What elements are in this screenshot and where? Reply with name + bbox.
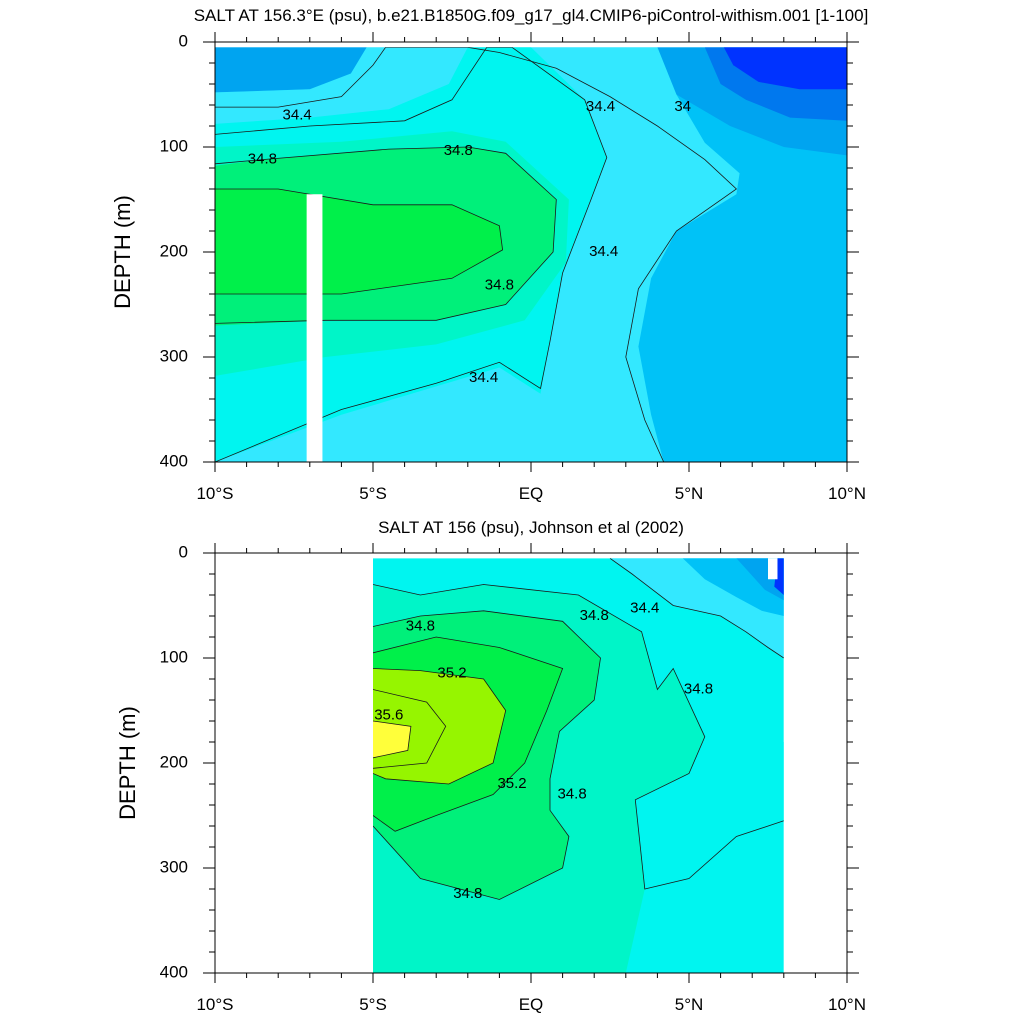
panel-title: SALT AT 156.3°E (psu), b.e21.B1850G.f09_…	[194, 6, 869, 25]
salinity-region	[215, 47, 367, 93]
y-axis-title: DEPTH (m)	[110, 195, 135, 309]
contour-label: 34.4	[469, 369, 498, 386]
contour-line	[373, 689, 447, 769]
contour-line	[215, 146, 557, 324]
y-tick-label: 200	[160, 241, 188, 260]
panel-title: SALT AT 156 (psu), Johnson et al (2002)	[378, 518, 684, 537]
y-tick-label: 100	[160, 136, 188, 155]
contour-line	[215, 47, 608, 462]
contour-label: 34	[674, 98, 691, 115]
contour-label: 34.8	[580, 607, 609, 624]
contour-label: 34.4	[630, 600, 659, 617]
y-tick-label: 300	[160, 857, 188, 876]
x-tick-label: 10°N	[828, 995, 866, 1014]
contour-label: 34.8	[557, 785, 586, 802]
y-tick-label: 300	[160, 346, 188, 365]
contour-line	[215, 47, 738, 462]
contour-label: 35.2	[437, 665, 466, 682]
contour-label: 34.8	[406, 617, 435, 634]
plot-area: 34.4 34.8 34.8 34.8 34.4 34.4 34 34.4 10°S 5°S EQ 5…	[160, 31, 866, 503]
contour-line	[373, 584, 784, 890]
contour-label: 35.2	[497, 775, 526, 792]
y-tick-label: 100	[160, 647, 188, 666]
panel-model: SALT AT 156.3°E (psu), b.e21.B1850G.f09_…	[110, 6, 868, 503]
y-tick-label: 0	[179, 31, 188, 50]
y-tick-label: 400	[160, 962, 188, 981]
plot-area: 34.8 35.2 35.6 35.2 34.8 34.4 34.8 34.8 34.8 10°S…	[160, 542, 866, 1014]
contour-label: 34.4	[586, 98, 615, 115]
y-axis-title: DEPTH (m)	[115, 706, 140, 820]
x-tick-label: 5°N	[675, 484, 704, 503]
contour-label: 34.8	[444, 142, 473, 159]
salinity-region	[736, 558, 784, 601]
y-tick-label: 400	[160, 451, 188, 470]
salinity-region	[723, 47, 847, 90]
salinity-field	[373, 558, 784, 973]
y-tick-label: 200	[160, 752, 188, 771]
contour-label: 34.4	[589, 243, 618, 260]
contour-label: 34.4	[283, 106, 312, 123]
missing-data-band	[768, 558, 778, 580]
contour-line	[373, 610, 601, 900]
x-tick-label: 10°S	[196, 484, 233, 503]
salinity-region	[215, 192, 288, 279]
contour-label: 34.8	[684, 680, 713, 697]
x-tick-label: 5°S	[359, 484, 387, 503]
x-tick-label: 5°S	[359, 995, 387, 1014]
salinity-region	[215, 189, 503, 294]
y-tick-label: 0	[179, 542, 188, 561]
x-tick-label: EQ	[519, 484, 544, 503]
panel-observations: SALT AT 156 (psu), Johnson et al (2002) …	[115, 518, 866, 1014]
x-tick-label: 10°S	[196, 995, 233, 1014]
x-tick-label: 5°N	[675, 995, 704, 1014]
missing-data-band	[306, 194, 323, 462]
contour-line	[373, 720, 412, 759]
x-tick-label: EQ	[519, 995, 544, 1014]
contour-line	[373, 636, 564, 832]
salinity-region	[635, 736, 784, 889]
contour-label: 34.8	[248, 151, 277, 168]
contour-line	[373, 668, 507, 785]
contour-label: 34.8	[453, 885, 482, 902]
contour-label: 35.6	[374, 707, 403, 724]
contour-line	[609, 558, 784, 659]
x-tick-label: 10°N	[828, 484, 866, 503]
contour-label: 34.8	[485, 277, 514, 294]
salinity-region	[373, 721, 411, 758]
